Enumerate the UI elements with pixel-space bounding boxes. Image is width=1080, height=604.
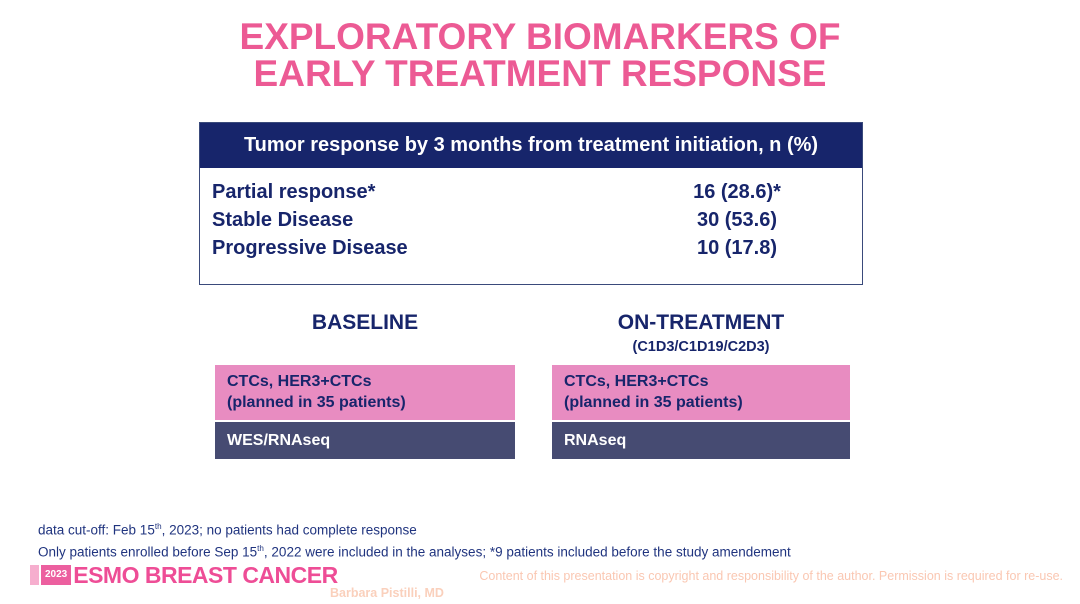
on-treatment-ctc-box: CTCs, HER3+CTCs (planned in 35 patients) — [552, 365, 850, 420]
footnote1-sup: th — [154, 522, 162, 531]
footnotes: data cut-off: Feb 15th, 2023; no patient… — [38, 518, 1038, 561]
row-value: 10 (17.8) — [696, 237, 778, 259]
table-header: Tumor response by 3 months from treatmen… — [200, 123, 862, 168]
footnote1-pre: data cut-off: Feb 15 — [38, 522, 155, 538]
on-treatment-subheading: (C1D3/C1D19/C2D3) — [632, 339, 770, 355]
baseline-ctc-box: CTCs, HER3+CTCs (planned in 35 patients) — [215, 365, 515, 420]
baseline-heading: BASELINE — [311, 311, 419, 334]
table-row: Stable Disease 30 (53.6) — [200, 206, 862, 234]
baseline-ctc-line2: (planned in 35 patients) — [227, 394, 406, 411]
footnote1-post: , 2023; no patients had complete respons… — [161, 522, 417, 538]
tumor-response-table: Tumor response by 3 months from treatmen… — [199, 122, 863, 285]
footnote2-sup: th — [257, 543, 264, 553]
footnote-line-1: data cut-off: Feb 15th, 2023; no patient… — [38, 518, 1038, 540]
esmo-breast-cancer-logo: 2023 ESMO BREAST CANCER — [30, 562, 338, 588]
slide-title: EXPLORATORY BIOMARKERS OF EARLY TREATMEN… — [0, 18, 1080, 92]
slide-title-line2: EARLY TREATMENT RESPONSE — [253, 53, 827, 94]
footnote2-pre: Only patients enrolled before Sep 15 — [38, 544, 258, 559]
table-row: Partial response* 16 (28.6)* — [200, 178, 862, 206]
baseline-ctc-line1: CTCs, HER3+CTCs — [227, 373, 372, 390]
logo-wordmark: ESMO BREAST CANCER — [73, 561, 338, 588]
on-treatment-seq-box: RNAseq — [552, 422, 850, 459]
row-label: Stable Disease — [212, 209, 354, 231]
author-name: Barbara Pistilli, MD — [330, 586, 444, 600]
logo-year-badge: 2023 — [41, 565, 72, 585]
slide-title-line1: EXPLORATORY BIOMARKERS OF — [239, 16, 841, 57]
footnote-line-2: Only patients enrolled before Sep 15th, … — [38, 540, 1038, 562]
baseline-seq-box: WES/RNAseq — [215, 422, 515, 459]
row-value: 30 (53.6) — [696, 209, 778, 231]
row-label: Partial response* — [212, 181, 376, 203]
row-value: 16 (28.6)* — [693, 181, 781, 203]
logo-accent-bar — [30, 565, 39, 585]
row-label: Progressive Disease — [212, 237, 408, 259]
table-row: Progressive Disease 10 (17.8) — [200, 234, 862, 262]
footnote2-post: , 2022 were included in the analyses; *9… — [263, 544, 791, 559]
on-treatment-ctc-line1: CTCs, HER3+CTCs — [564, 373, 709, 390]
table-body: Partial response* 16 (28.6)* Stable Dise… — [200, 168, 862, 284]
copyright-notice: Content of this presentation is copyrigh… — [479, 569, 1063, 583]
on-treatment-ctc-line2: (planned in 35 patients) — [564, 394, 743, 411]
on-treatment-heading: ON-TREATMENT — [617, 311, 785, 334]
